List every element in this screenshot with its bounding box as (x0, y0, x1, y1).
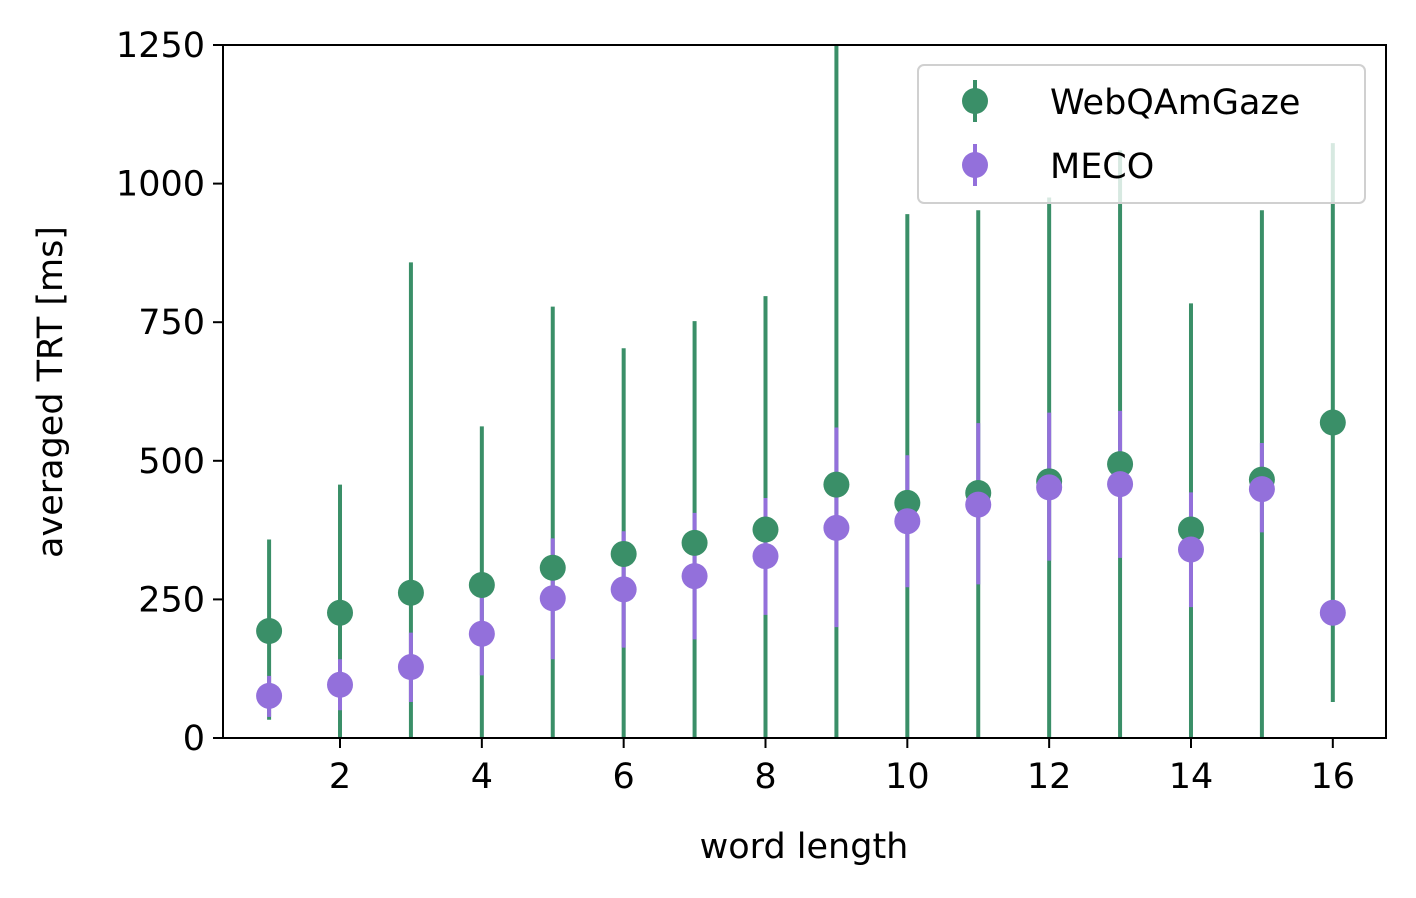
data-point-meco (397, 654, 424, 681)
data-point-webqamgaze (610, 540, 637, 567)
y-tick-label: 1250 (116, 26, 205, 66)
x-axis-ticks: 2 4 6 8 10 12 14 16 (329, 738, 1355, 797)
y-axis-label: averaged TRT [ms] (31, 226, 71, 558)
y-tick-label: 1000 (116, 165, 205, 205)
x-tick-label: 14 (1169, 757, 1214, 797)
data-point-meco (894, 508, 921, 535)
data-point-meco (1319, 599, 1346, 626)
data-point-webqamgaze (1319, 409, 1346, 436)
data-point-meco (610, 576, 637, 603)
data-point-meco (468, 620, 495, 647)
y-tick-label: 750 (138, 303, 205, 343)
data-point-meco (256, 682, 283, 709)
data-point-webqamgaze (1177, 516, 1204, 543)
legend-box (917, 64, 1366, 204)
x-tick-label: 12 (1027, 757, 1072, 797)
legend-label-meco: MECO (1050, 147, 1154, 187)
data-point-webqamgaze (256, 618, 283, 645)
data-point-meco (965, 491, 992, 518)
x-tick-label: 16 (1311, 757, 1356, 797)
y-tick-label: 250 (138, 580, 205, 620)
y-tick-label: 0 (183, 719, 205, 759)
data-point-meco (823, 514, 850, 541)
data-point-webqamgaze (894, 489, 921, 516)
data-point-meco (1107, 471, 1134, 498)
data-point-meco (752, 543, 779, 570)
data-point-webqamgaze (468, 571, 495, 598)
legend-marker-meco (962, 152, 988, 178)
data-point-meco (539, 585, 566, 612)
x-axis-label: word length (700, 827, 909, 867)
data-point-webqamgaze (681, 529, 708, 556)
data-point-meco (1248, 476, 1275, 503)
data-point-webqamgaze (397, 579, 424, 606)
data-point-meco (1036, 474, 1063, 501)
legend-marker-webqamgaze (962, 88, 988, 114)
x-tick-label: 10 (885, 757, 930, 797)
legend-label-webqamgaze: WebQAmGaze (1050, 83, 1300, 123)
y-tick-label: 500 (138, 442, 205, 482)
y-axis-ticks: 0 250 500 750 1000 1250 (116, 26, 223, 759)
plot-frame (222, 44, 1387, 739)
x-tick-label: 2 (329, 757, 351, 797)
data-point-webqamgaze (1107, 451, 1134, 478)
data-points (256, 409, 1346, 709)
data-point-meco (681, 563, 708, 590)
x-tick-label: 4 (471, 757, 493, 797)
data-point-webqamgaze (539, 554, 566, 581)
x-tick-label: 6 (613, 757, 635, 797)
data-point-webqamgaze (823, 471, 850, 498)
legend: WebQAmGaze MECO (917, 64, 1366, 204)
data-point-webqamgaze (752, 516, 779, 543)
data-point-webqamgaze (327, 599, 354, 626)
data-point-meco (327, 671, 354, 698)
data-point-meco (1177, 536, 1204, 563)
x-tick-label: 8 (754, 757, 776, 797)
